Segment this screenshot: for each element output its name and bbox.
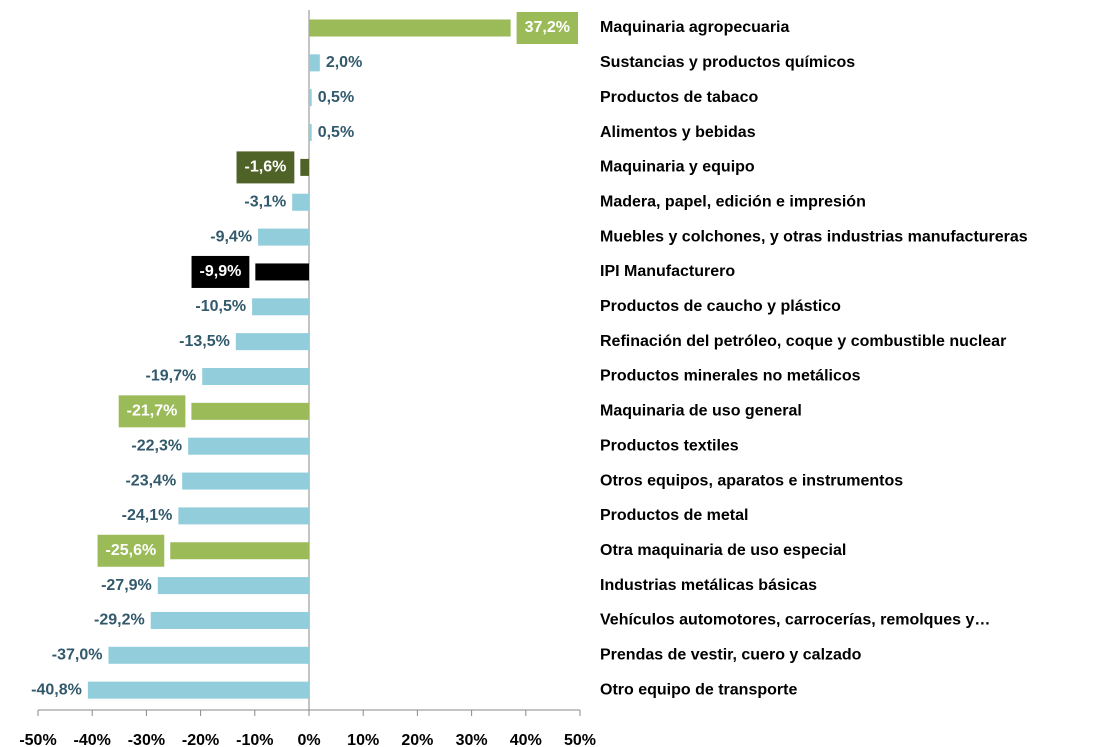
data-label: 2,0% <box>326 54 362 71</box>
data-label-group: -27,9% <box>101 577 152 594</box>
category-label: Maquinaria y equipo <box>600 159 755 176</box>
data-label: -22,3% <box>131 437 182 454</box>
bar <box>309 19 511 37</box>
bar <box>170 542 309 560</box>
data-label: -9,9% <box>200 263 242 280</box>
data-label-group: -1,6% <box>236 151 295 184</box>
x-tick-label: -10% <box>236 732 273 747</box>
data-label-group: -22,3% <box>131 437 182 454</box>
x-tick-label: 40% <box>510 732 542 747</box>
data-label: -13,5% <box>179 333 230 350</box>
category-label: Otra maquinaria de uso especial <box>600 542 846 559</box>
data-label-group: -37,0% <box>52 647 103 664</box>
bar <box>292 193 309 211</box>
bar <box>178 507 309 525</box>
data-label-box <box>118 395 186 428</box>
bar <box>235 333 309 351</box>
data-label-group: 0,5% <box>318 124 354 141</box>
data-label-group: -10,5% <box>195 298 246 315</box>
bar <box>182 472 309 490</box>
category-label: Industrias metálicas básicas <box>600 577 817 594</box>
data-label: -23,4% <box>125 472 176 489</box>
bar <box>108 646 310 664</box>
x-tick-label: 30% <box>456 732 488 747</box>
category-label: Maquinaria de uso general <box>600 403 802 420</box>
data-label: -29,2% <box>94 612 145 629</box>
data-label-group: 2,0% <box>326 54 362 71</box>
data-label-group: -29,2% <box>94 612 145 629</box>
data-label-group: -21,7% <box>118 395 186 428</box>
category-label: Productos minerales no metálicos <box>600 368 861 385</box>
category-label: Vehículos automotores, carrocerías, remo… <box>600 612 990 629</box>
data-label: -21,7% <box>127 403 178 420</box>
x-tick-label: 10% <box>347 732 379 747</box>
x-tick-label: 50% <box>564 732 596 747</box>
data-label: -37,0% <box>52 647 103 664</box>
data-label: 0,5% <box>318 124 354 141</box>
data-label: -19,7% <box>146 368 197 385</box>
category-label: Productos textiles <box>600 437 739 454</box>
data-label-box <box>191 255 250 288</box>
data-label-group: -3,1% <box>244 193 286 210</box>
data-label-group: -25,6% <box>97 534 165 567</box>
data-label: -25,6% <box>106 542 157 559</box>
data-label-group: -9,4% <box>210 228 252 245</box>
bar <box>309 54 320 72</box>
category-label: Sustancias y productos químicos <box>600 54 855 71</box>
category-label: Muebles y colchones, y otras industrias … <box>600 228 1028 245</box>
data-label: -3,1% <box>244 193 286 210</box>
data-label: -24,1% <box>122 507 173 524</box>
category-label: Productos de metal <box>600 507 748 524</box>
data-label: 0,5% <box>318 89 354 106</box>
bar <box>309 124 312 142</box>
x-tick-label: -40% <box>74 732 111 747</box>
data-label: -27,9% <box>101 577 152 594</box>
x-tick-label: 0% <box>297 732 320 747</box>
data-label-group: 37,2% <box>516 12 578 44</box>
x-tick-label: -50% <box>19 732 56 747</box>
data-label-group: -24,1% <box>122 507 173 524</box>
data-label-group: -13,5% <box>179 333 230 350</box>
category-label: Refinación del petróleo, coque y combust… <box>600 333 1006 350</box>
category-label: Productos de tabaco <box>600 89 758 106</box>
data-label-group: -19,7% <box>146 368 197 385</box>
data-label-group: 0,5% <box>318 89 354 106</box>
data-label-group: -40,8% <box>31 681 82 698</box>
category-label: Otro equipo de transporte <box>600 681 797 698</box>
category-label: IPI Manufacturero <box>600 263 735 280</box>
bar <box>252 298 309 316</box>
bar <box>202 368 309 385</box>
bar <box>191 402 309 420</box>
bar <box>87 681 309 699</box>
data-label-box <box>236 151 295 184</box>
data-label: -40,8% <box>31 681 82 698</box>
bar <box>157 577 309 595</box>
bar <box>300 158 309 176</box>
data-label-group: -9,9% <box>191 255 250 288</box>
bar <box>150 611 309 629</box>
data-label: -9,4% <box>210 228 252 245</box>
bar <box>309 89 312 107</box>
data-label-box <box>516 12 578 44</box>
category-label: Otros equipos, aparatos e instrumentos <box>600 472 903 489</box>
bar <box>255 263 309 281</box>
bar <box>188 437 309 455</box>
data-label: -1,6% <box>245 159 287 176</box>
category-label: Madera, papel, edición e impresión <box>600 193 866 210</box>
x-tick-label: -20% <box>182 732 219 747</box>
data-label-group: -23,4% <box>125 472 176 489</box>
x-tick-label: 20% <box>401 732 433 747</box>
category-label: Alimentos y bebidas <box>600 124 756 141</box>
category-label: Prendas de vestir, cuero y calzado <box>600 647 862 664</box>
data-label: -10,5% <box>195 298 246 315</box>
bar <box>258 228 309 246</box>
x-tick-label: -30% <box>128 732 165 747</box>
data-label: 37,2% <box>525 19 570 36</box>
category-label: Productos de caucho y plástico <box>600 298 841 315</box>
category-label: Maquinaria agropecuaria <box>600 19 789 36</box>
data-label-box <box>97 534 165 567</box>
